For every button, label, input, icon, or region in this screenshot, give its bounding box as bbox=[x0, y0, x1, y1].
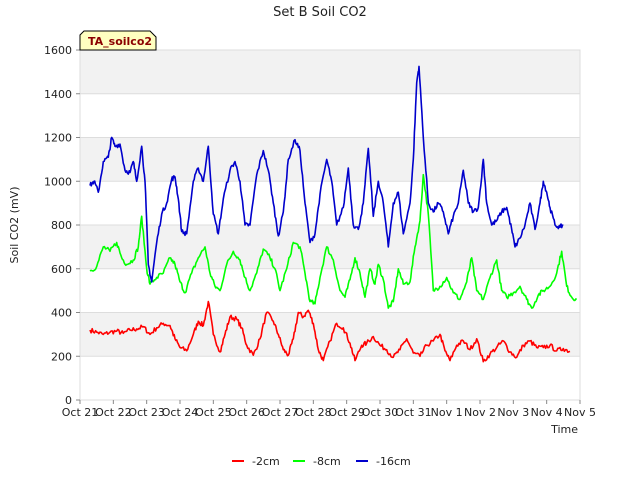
y-tick-label-4: 800 bbox=[51, 219, 72, 232]
legend: -2cm -8cm -16cm bbox=[232, 455, 411, 468]
series-line-2cmcm-0 bbox=[89, 300, 571, 363]
y-tick-label-6: 1200 bbox=[44, 132, 72, 145]
x-tick-label-10: Oct 31 bbox=[395, 406, 432, 419]
band-7 bbox=[80, 50, 580, 94]
x-tick-label-7: Oct 28 bbox=[295, 406, 332, 419]
x-tick-label-2: Oct 23 bbox=[128, 406, 165, 419]
band-3 bbox=[80, 225, 580, 269]
site-badge: TA_soilco2 bbox=[79, 30, 157, 51]
x-tick-label-1: Oct 22 bbox=[95, 406, 132, 419]
y-tick-label-5: 1000 bbox=[44, 175, 72, 188]
x-tick-label-15: Nov 5 bbox=[564, 406, 596, 419]
site-badge-label: TA_soilco2 bbox=[88, 35, 152, 48]
x-tick-label-14: Nov 4 bbox=[531, 406, 563, 419]
x-tick-label-6: Oct 27 bbox=[262, 406, 299, 419]
y-tick-label-1: 200 bbox=[51, 350, 72, 363]
series-line-8cmcm-1 bbox=[89, 173, 578, 309]
y-axis-label: Soil CO2 (mV) bbox=[8, 187, 21, 264]
x-tick-label-9: Oct 30 bbox=[362, 406, 399, 419]
x-axis-label: Time bbox=[550, 423, 578, 436]
y-tick-label-8: 1600 bbox=[44, 44, 72, 57]
x-tick-label-3: Oct 24 bbox=[162, 406, 199, 419]
site-badge-box bbox=[79, 30, 157, 51]
x-tick-label-4: Oct 25 bbox=[195, 406, 232, 419]
x-tick-label-5: Oct 26 bbox=[228, 406, 265, 419]
x-tick-label-8: Oct 29 bbox=[328, 406, 365, 419]
band-1 bbox=[80, 312, 580, 357]
x-tick-label-0: Oct 21 bbox=[62, 406, 99, 419]
legend-label-0: -2cm bbox=[252, 455, 280, 468]
x-tick-label-12: Nov 2 bbox=[464, 406, 496, 419]
chart-title: Set B Soil CO2 bbox=[273, 5, 367, 20]
x-tick-label-11: Nov 1 bbox=[431, 406, 463, 419]
x-tick-label-13: Nov 3 bbox=[497, 406, 529, 419]
y-tick-label-0: 0 bbox=[65, 394, 72, 407]
legend-label-2: -16cm bbox=[376, 455, 411, 468]
y-axis-ticks: 0 200 400 600 800 1000 1200 1400 1600 bbox=[44, 44, 80, 407]
legend-label-1: -8cm bbox=[313, 455, 341, 468]
y-tick-label-2: 400 bbox=[51, 307, 72, 320]
y-tick-label-3: 600 bbox=[51, 263, 72, 276]
plot-background-bands bbox=[80, 50, 580, 357]
series-lines bbox=[89, 65, 578, 363]
y-tick-label-7: 1400 bbox=[44, 88, 72, 101]
series-line-16cmcm-2 bbox=[89, 65, 564, 283]
